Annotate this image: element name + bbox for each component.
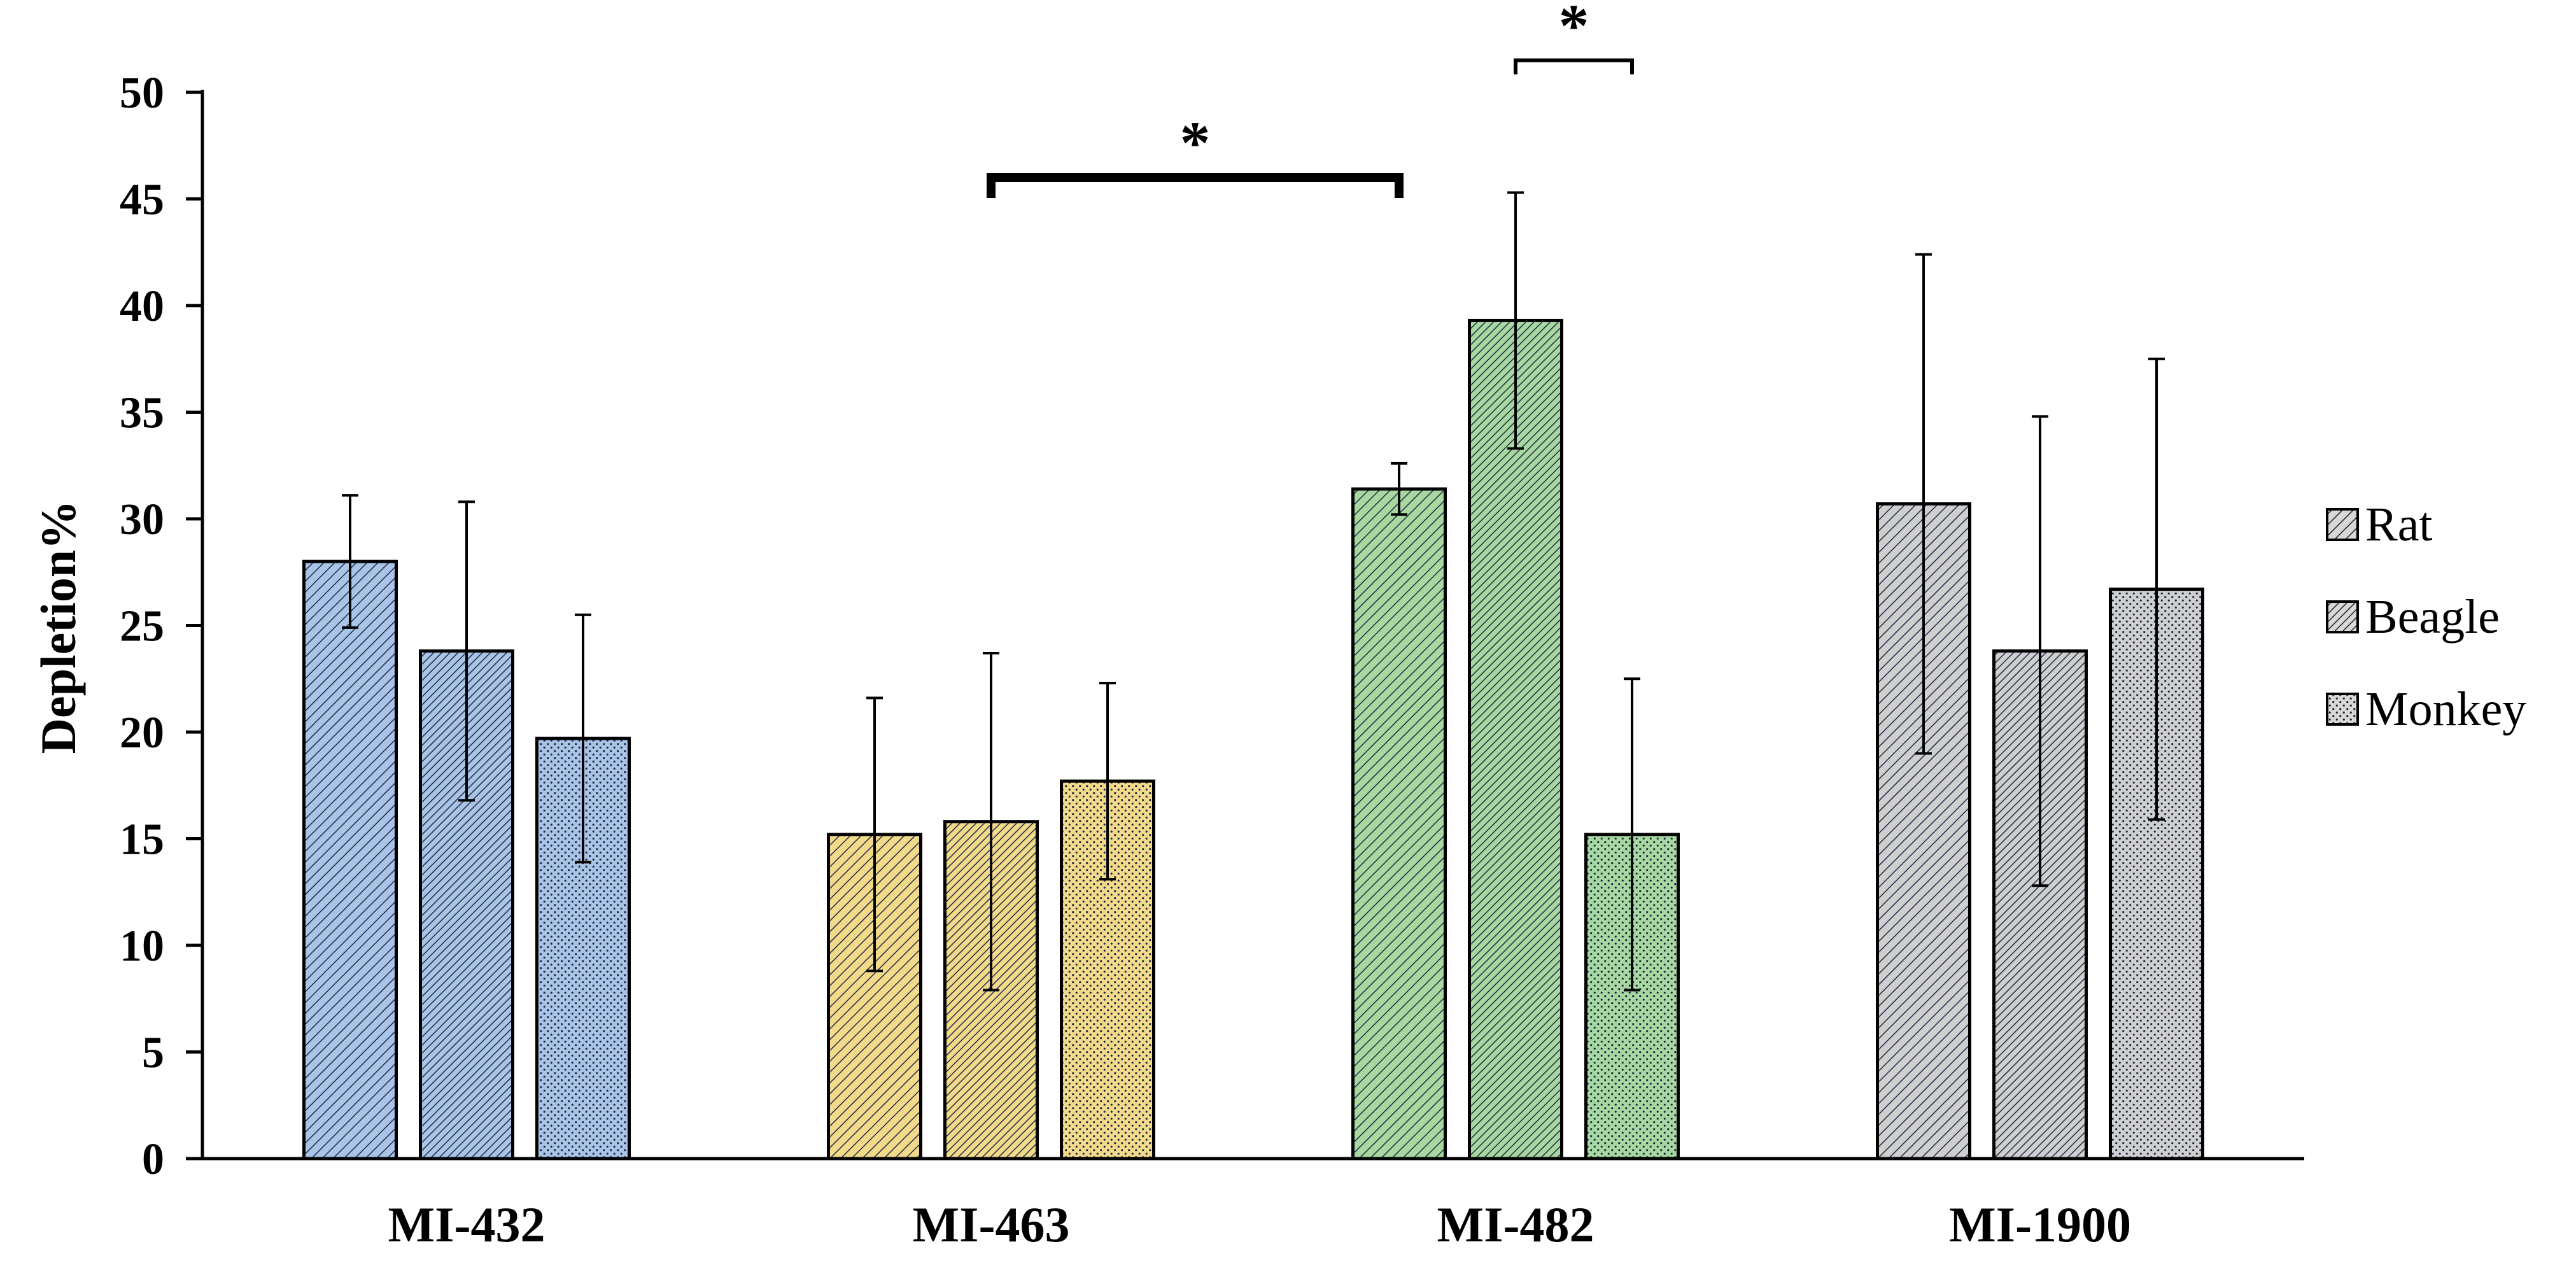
error-bar bbox=[983, 652, 999, 992]
y-tick-label: 0 bbox=[142, 1135, 164, 1184]
y-axis: 0 5 10 15 20 25 30 35 40 45 50 bbox=[120, 69, 204, 1184]
x-category-label: MI-482 bbox=[1437, 1197, 1594, 1252]
x-category-label: MI-432 bbox=[388, 1197, 545, 1252]
y-tick-label: 35 bbox=[120, 389, 164, 438]
significance-bracket: * bbox=[987, 109, 1404, 198]
bar-mi-432-rat bbox=[302, 560, 398, 1161]
significance-star: * bbox=[1559, 0, 1589, 60]
legend-label: Beagle bbox=[2365, 590, 2500, 644]
error-bar bbox=[1391, 462, 1407, 516]
y-axis-title: Depletion% bbox=[31, 500, 86, 754]
y-tick-label: 45 bbox=[120, 176, 164, 225]
y-tick-label: 30 bbox=[120, 495, 164, 544]
y-tick-label: 15 bbox=[120, 815, 164, 864]
error-bar bbox=[575, 613, 591, 864]
significance-annotations: ** bbox=[987, 0, 1634, 198]
error-bar bbox=[342, 494, 358, 629]
legend: Rat Beagle Monkey bbox=[2326, 498, 2526, 736]
legend-swatch bbox=[2326, 600, 2359, 633]
legend-item-rat: Rat bbox=[2326, 498, 2433, 551]
significance-star: * bbox=[1180, 109, 1211, 177]
legend-swatch bbox=[2326, 693, 2359, 726]
y-tick-label: 40 bbox=[120, 282, 164, 331]
x-axis: MI-432 MI-463 MI-482 MI-1900 bbox=[202, 1157, 2304, 1252]
error-bar bbox=[2148, 357, 2165, 821]
error-bar bbox=[1099, 681, 1116, 881]
legend-swatch bbox=[2326, 508, 2359, 541]
bar-mi-482-beagle bbox=[1468, 318, 1563, 1161]
y-tick-label: 10 bbox=[120, 922, 164, 971]
legend-label: Rat bbox=[2365, 498, 2433, 551]
error-bar bbox=[1624, 677, 1640, 992]
legend-item-beagle: Beagle bbox=[2326, 590, 2500, 644]
y-tick-label: 50 bbox=[120, 69, 164, 118]
error-bar bbox=[1507, 191, 1524, 450]
bar-mi-1900-monkey bbox=[2109, 588, 2204, 1161]
error-bar bbox=[458, 500, 475, 802]
bars bbox=[302, 318, 2204, 1161]
bar-mi-482-rat bbox=[1351, 487, 1447, 1161]
x-category-label: MI-463 bbox=[913, 1197, 1070, 1252]
bar-mi-432-monkey bbox=[535, 737, 631, 1161]
error-bar bbox=[866, 696, 883, 973]
y-tick-label: 25 bbox=[120, 602, 164, 651]
legend-item-monkey: Monkey bbox=[2326, 682, 2526, 736]
x-category-label: MI-1900 bbox=[1949, 1197, 2131, 1252]
bar-mi-432-beagle bbox=[419, 649, 514, 1161]
legend-label: Monkey bbox=[2365, 682, 2526, 736]
y-tick-label: 5 bbox=[142, 1029, 164, 1078]
error-bar bbox=[2032, 415, 2048, 887]
significance-bracket: * bbox=[1514, 0, 1634, 74]
y-tick-label: 20 bbox=[120, 709, 164, 758]
error-bars bbox=[342, 191, 2165, 992]
error-bar bbox=[1915, 253, 1932, 755]
